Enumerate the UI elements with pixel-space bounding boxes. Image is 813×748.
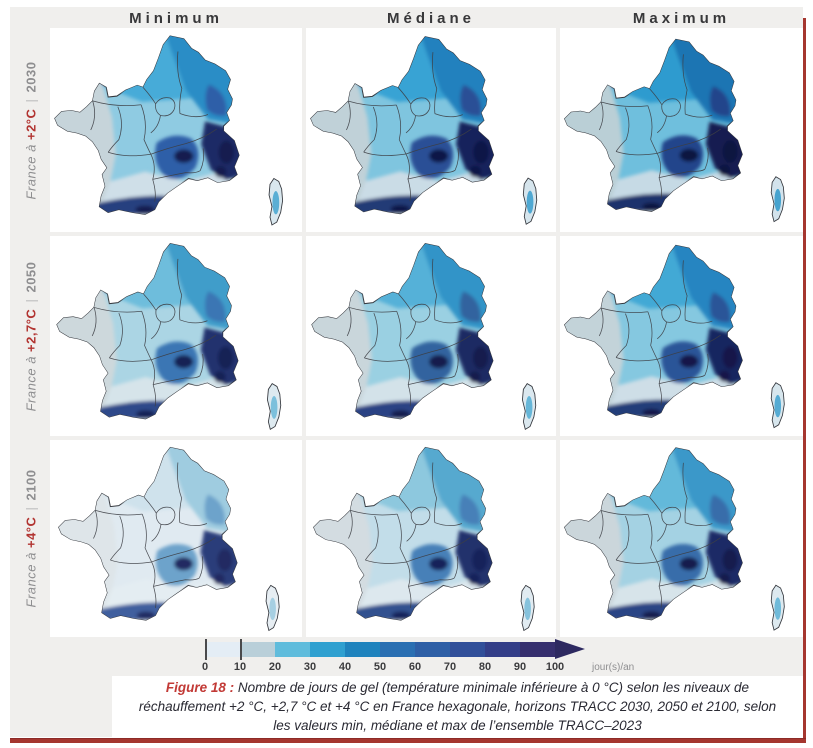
colorbar-segment [310,642,345,657]
row-label-2100: France à +4°C | 2100 [10,440,52,637]
corsica-shading [774,188,782,212]
france-map [564,244,785,429]
colorbar-tick-label: 60 [408,661,422,673]
frame-line-bottom [10,738,806,743]
corsica-shading [526,190,534,214]
map-panel-2100-médiane [306,440,556,637]
region-borders [598,54,721,200]
region-borders [598,260,721,406]
corsica-shading [525,396,533,419]
colorbar-tick-label: 80 [478,661,492,673]
row-label-temperature: +2,7°C [23,308,39,352]
map-panel-2100-maximum [560,440,803,637]
france-map [310,36,538,225]
france-map [564,38,785,223]
colorbar-segment [240,642,275,657]
france-map [564,447,785,631]
colorbar-tick-label: 10 [233,661,247,673]
colorbar-segment [380,642,415,657]
colorbar-segment [345,642,380,657]
france-map [313,446,535,632]
corsica-shading [524,597,531,621]
france-map [58,446,280,632]
region-borders [598,462,721,608]
colorbar-tick-label: 90 [513,661,527,673]
column-header-mediane: Médiane [306,9,556,27]
colorbar-tick-label: 30 [303,661,317,673]
colorbar-arrow [555,639,585,659]
row-label-prefix: France à [23,552,39,608]
row-label-2030: France à +2°C | 2030 [10,28,52,232]
colorbar-segment [450,642,485,657]
colorbar-segment [485,642,520,657]
corsica-shading [774,597,782,620]
row-label-prefix: France à [23,143,39,199]
region-borders [91,258,217,407]
row-label-temperature: +2°C [23,108,39,140]
frame-line-right [803,18,806,740]
map-panel-2050-médiane [306,236,556,436]
map-panel-2030-maximum [560,28,803,232]
colorbar-segments [205,642,555,657]
colorbar-tick-label: 50 [373,661,387,673]
column-header-label: Maximum [632,9,731,27]
colorbar-tick-label: 70 [443,661,457,673]
row-label-text: France à +2°C | 2030 [24,61,39,199]
colorbar-tick-mark [240,639,242,660]
region-borders [346,258,472,407]
column-header-minimum: Minimum [50,9,302,27]
column-header-label: Médiane [386,9,475,27]
map-panel-2030-minimum [50,28,302,232]
colorbar-tick-mark [205,639,207,660]
row-label-year: 2050 [23,261,39,293]
row-label-text: France à +4°C | 2100 [24,470,39,608]
caption-text: Figure 18 : Nombre de jours de gel (temp… [138,678,778,735]
corsica-shading [269,597,276,621]
colorbar-legend: jour(s)/an 0 10 20 30 40 50 60 70 80 90 100 [201,639,635,676]
france-map [56,243,282,430]
colorbar-tick-label: 0 [201,661,209,673]
caption-body: Nombre de jours de gel (température mini… [138,679,777,734]
row-label-temperature: +4°C [23,516,39,549]
map-panel-2100-minimum [50,440,302,637]
column-header-maximum: Maximum [560,9,803,27]
row-label-separator: | [23,506,39,511]
region-borders [90,51,217,202]
colorbar-tick-label: 20 [268,661,282,673]
colorbar-tick-label: 40 [338,661,352,673]
colorbar-segment [520,642,555,657]
france-map [311,243,537,430]
corsica-shading [774,394,782,418]
column-header-label: Minimum [129,9,223,27]
row-label-year: 2100 [23,469,39,501]
map-panel-2030-médiane [306,28,556,232]
caption-figure-number: Figure 18 : [165,679,235,695]
row-label-text: France à +2,7°C | 2050 [24,261,39,411]
region-borders [346,52,472,202]
row-label-prefix: France à [23,355,39,411]
corsica-shading [270,396,278,419]
colorbar-unit-label: jour(s)/an [592,662,635,673]
row-label-separator: | [23,98,39,102]
colorbar-segment [205,642,240,657]
map-panel-2050-minimum [50,236,302,436]
row-label-year: 2030 [23,61,39,92]
colorbar-tick-label: 100 [545,661,565,673]
map-panel-2050-maximum [560,236,803,436]
row-label-2050: France à +2,7°C | 2050 [10,236,52,436]
row-label-separator: | [23,298,39,303]
region-borders [348,462,471,609]
colorbar-segment [275,642,310,657]
france-map [54,35,284,226]
region-borders [93,462,216,609]
figure-caption: Figure 18 : Nombre de jours de gel (temp… [112,676,803,737]
corsica-shading [272,191,280,215]
colorbar-segment [415,642,450,657]
